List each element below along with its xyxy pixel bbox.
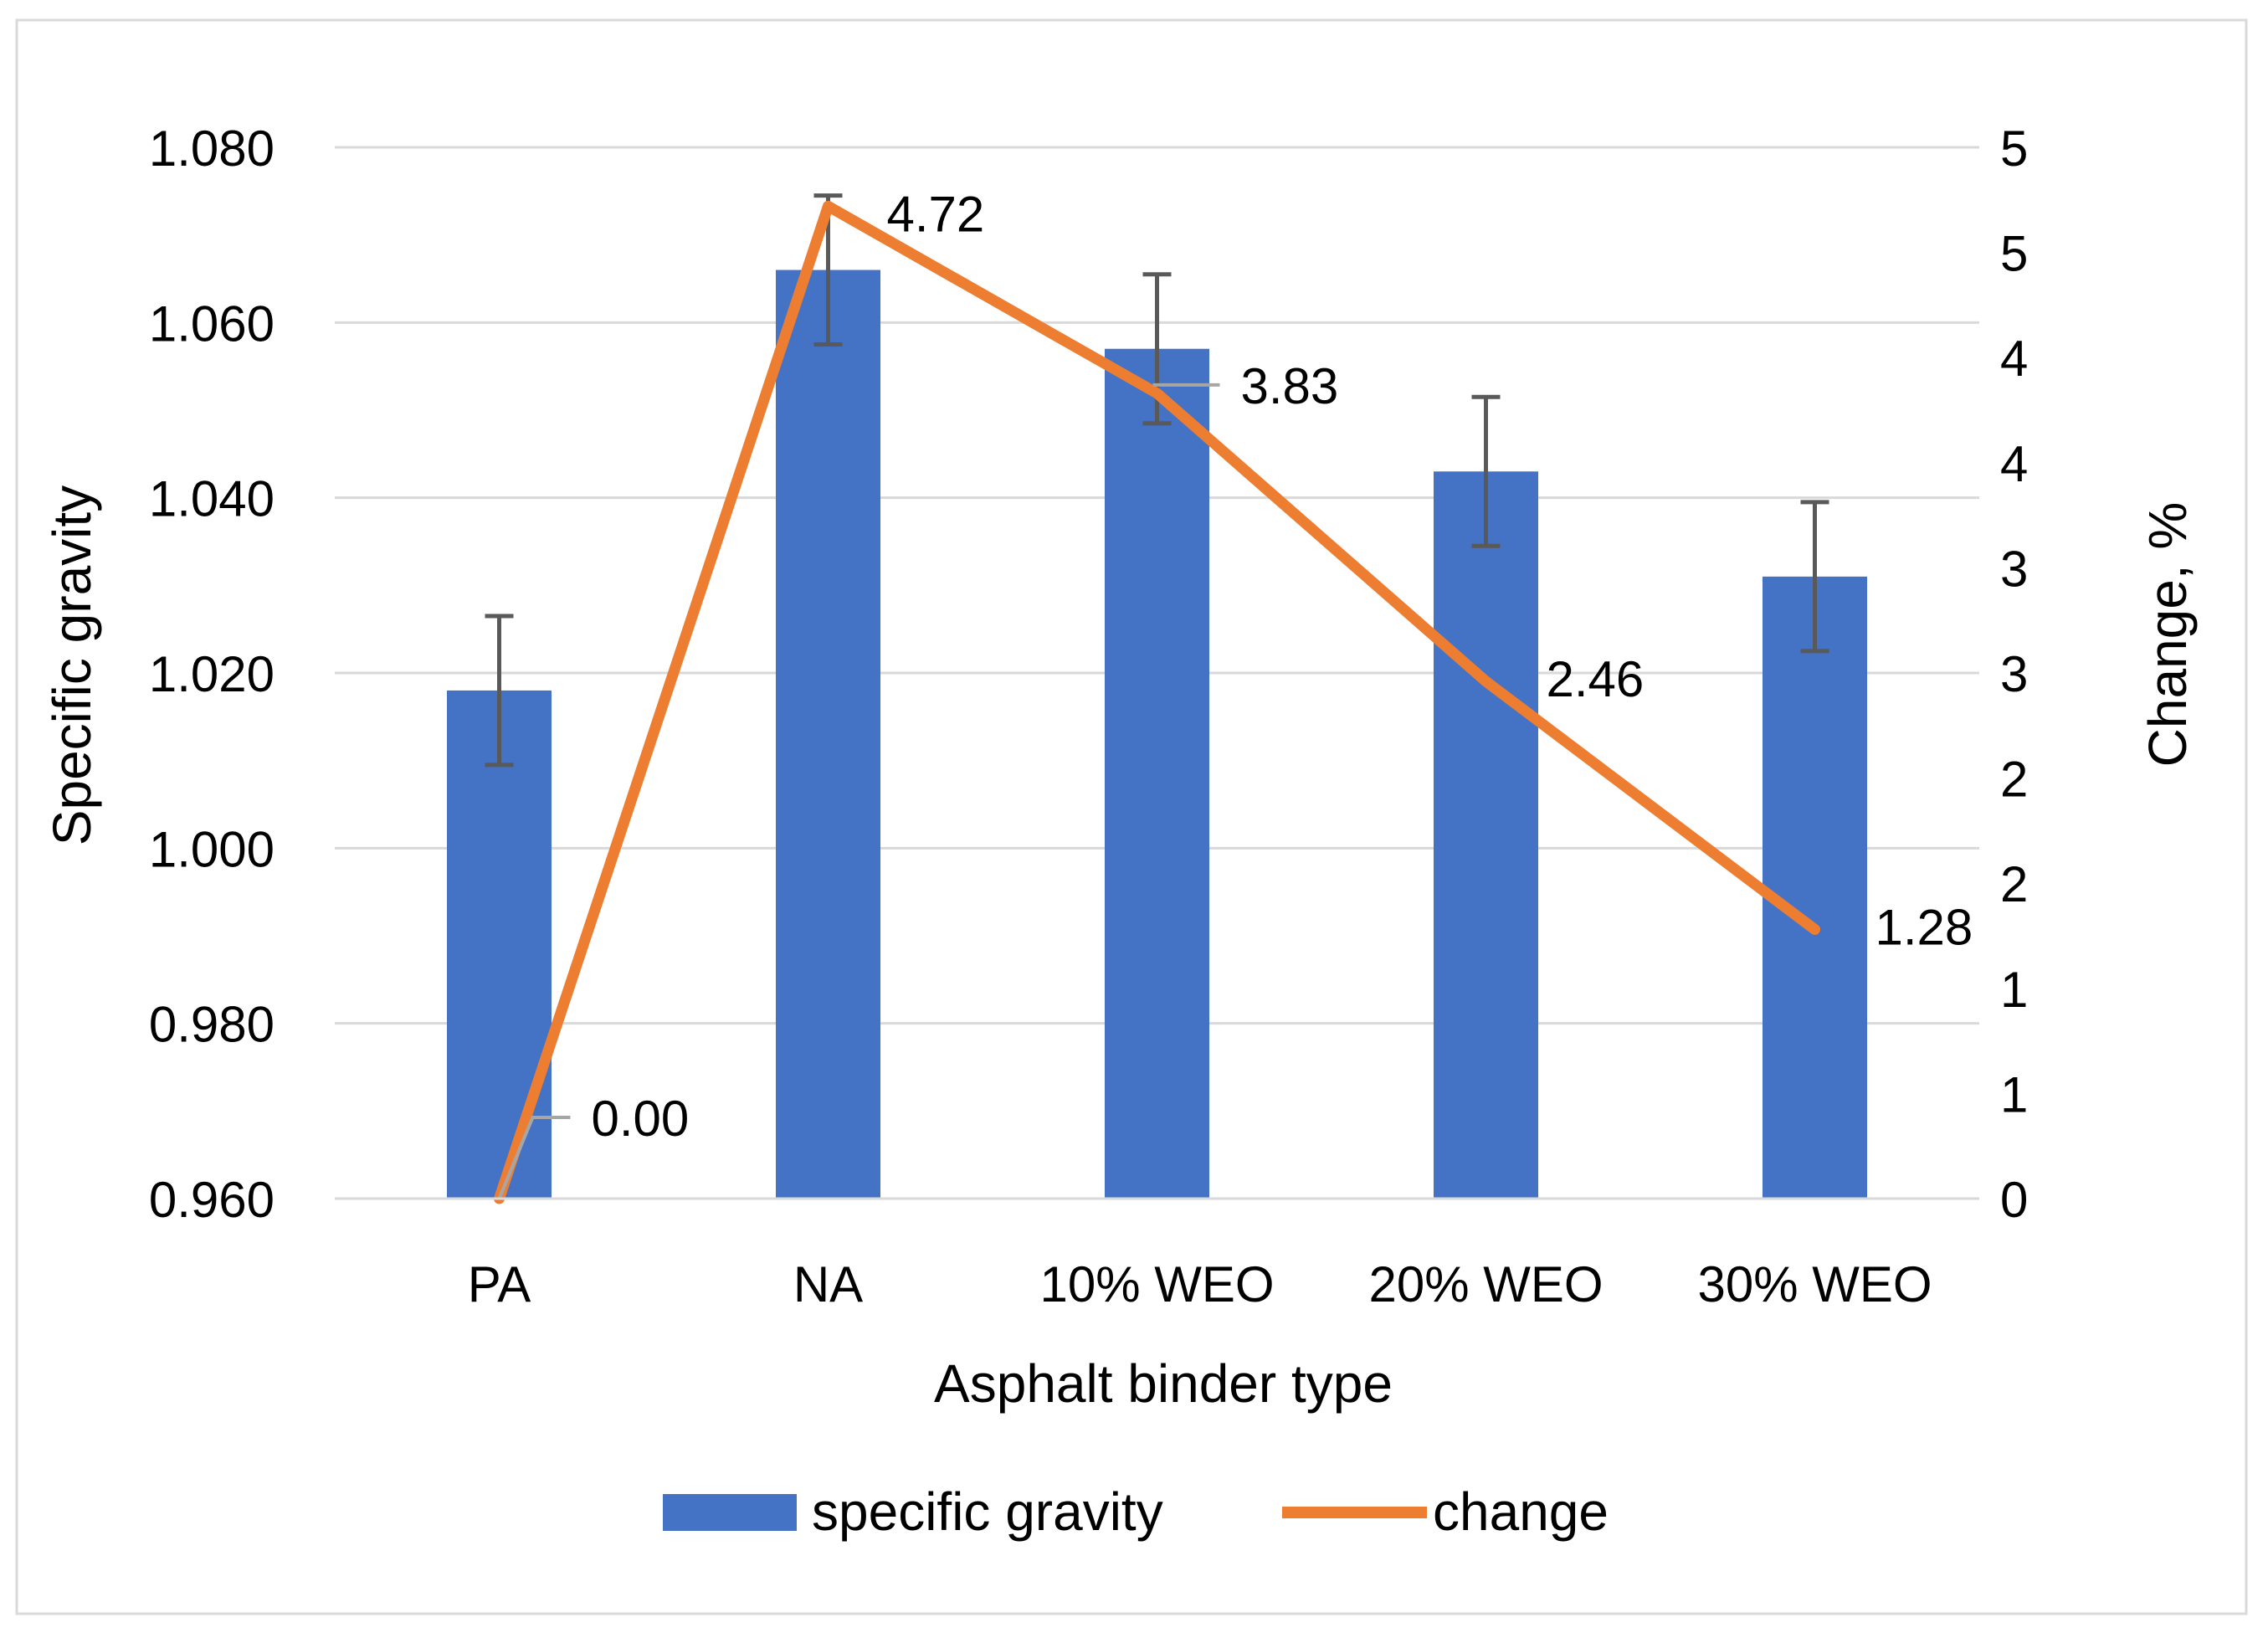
x-tick-label: PA: [468, 1256, 531, 1312]
y2-tick-label: 4: [2000, 436, 2028, 492]
bar: [447, 690, 552, 1199]
y-tick-label: 0.980: [149, 997, 275, 1053]
y2-tick-label: 3: [2000, 646, 2028, 702]
label-leader-line: [497, 1116, 571, 1199]
x-tick-label: NA: [793, 1256, 863, 1312]
y-tick-label: 1.020: [149, 646, 275, 702]
y2-tick-label: 5: [2000, 121, 2028, 177]
change-data-label: 0.00: [592, 1091, 690, 1147]
y-tick-label: 1.060: [149, 295, 275, 352]
y2-tick-label: 2: [2000, 752, 2028, 808]
legend-swatch-specific-gravity: [663, 1494, 797, 1531]
y2-tick-label: 3: [2000, 541, 2028, 597]
bar: [1434, 471, 1538, 1199]
y-tick-label: 1.040: [149, 471, 275, 527]
y2-tick-label: 1: [2000, 1066, 2028, 1122]
x-axis-title: Asphalt binder type: [934, 1353, 1393, 1414]
change-data-label: 3.83: [1241, 358, 1339, 414]
change-data-label: 2.46: [1547, 651, 1645, 707]
x-tick-label: 10% WEO: [1039, 1256, 1274, 1312]
bars: [447, 270, 1867, 1199]
change-data-label: 1.28: [1875, 899, 1973, 955]
bar: [1105, 348, 1209, 1199]
change-line: [494, 200, 1820, 1204]
y2-tick-label: 5: [2000, 226, 2028, 282]
bar: [776, 270, 880, 1199]
y-tick-label: 1.080: [149, 121, 275, 177]
x-tick-label: 20% WEO: [1368, 1256, 1603, 1312]
y2-tick-label: 4: [2000, 331, 2028, 387]
legend: specific gravity change: [663, 1482, 1609, 1542]
error-bar: [1471, 394, 1501, 548]
change-data-label: 4.72: [887, 186, 985, 242]
change-line-path: [494, 200, 1820, 1204]
y-axis-title: Specific gravity: [42, 485, 102, 845]
x-tick-label: 30% WEO: [1697, 1256, 1932, 1312]
y2-tick-label: 0: [2000, 1172, 2028, 1228]
y2-tick-label: 2: [2000, 856, 2028, 912]
y-tick-label: 0.960: [149, 1172, 275, 1228]
error-bar: [1800, 500, 1829, 654]
y-tick-label: 1.000: [149, 821, 275, 877]
y2-axis-title: Change, %: [2137, 502, 2198, 768]
y2-tick-label: 1: [2000, 962, 2028, 1018]
axes: 0.960 0.980 1.000 1.020 1.040 1.060 1.080 0 1 1 2 2…: [149, 121, 2029, 1312]
data-labels: 0.00 4.72 3.83 2.46 1.28: [497, 186, 1973, 1199]
legend-label-change: change: [1433, 1482, 1609, 1542]
bar: [1763, 576, 1867, 1199]
legend-label-specific-gravity: specific gravity: [812, 1482, 1163, 1542]
error-bar: [485, 614, 514, 768]
